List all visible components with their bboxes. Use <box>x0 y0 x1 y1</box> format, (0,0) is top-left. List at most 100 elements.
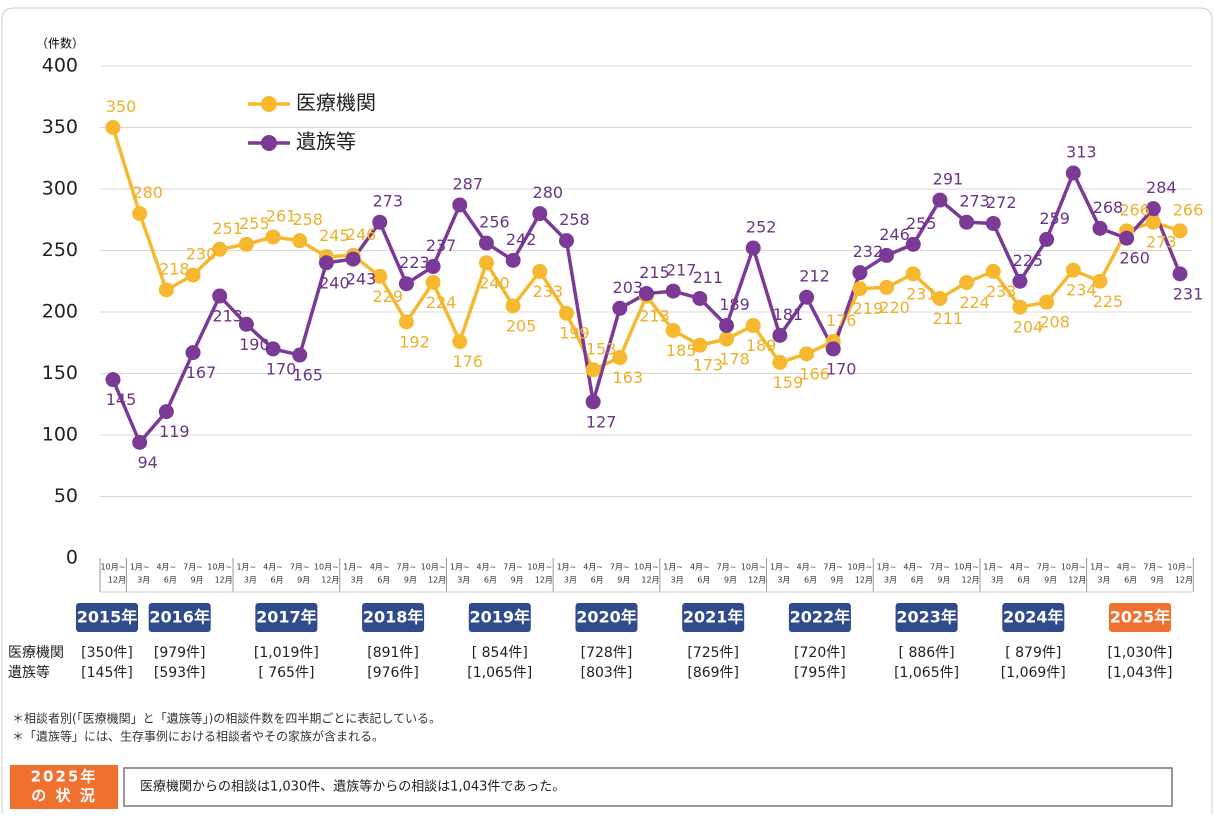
point <box>532 263 548 279</box>
x-tick-label: 10月~ <box>101 563 126 572</box>
x-tick-label: 4月~ <box>903 563 923 572</box>
x-tick-label: 12月 <box>535 576 553 585</box>
point <box>558 233 574 249</box>
point <box>745 240 761 256</box>
data-label: 220 <box>879 298 910 317</box>
data-label: 219 <box>853 299 884 318</box>
point <box>265 341 281 357</box>
point <box>478 235 494 251</box>
data-label: 237 <box>426 236 457 255</box>
year-total: [728件] <box>581 645 633 661</box>
point <box>505 252 521 268</box>
x-tick-label: 1月~ <box>770 563 790 572</box>
point <box>185 267 201 283</box>
data-label: 211 <box>693 268 724 287</box>
point <box>1039 294 1055 310</box>
data-label: 252 <box>746 218 777 237</box>
year-total: [720件] <box>794 645 846 661</box>
year-label: 2016年 <box>149 608 210 627</box>
x-tick-label: 1月~ <box>343 563 363 572</box>
year-total: [1,065件] <box>467 665 532 681</box>
year-label: 2019年 <box>470 608 531 627</box>
data-label: 258 <box>559 210 590 229</box>
x-tick-label: 9月 <box>831 576 844 585</box>
data-label: 223 <box>399 253 430 272</box>
data-label: 213 <box>212 307 243 326</box>
x-tick-label: 6月 <box>164 576 177 585</box>
year-label: 2018年 <box>363 608 424 627</box>
data-label: 203 <box>613 278 644 297</box>
point <box>1012 273 1028 289</box>
x-tick-label: 7月~ <box>503 563 523 572</box>
point <box>665 322 681 338</box>
point <box>425 274 441 290</box>
point <box>505 298 521 314</box>
year-badge <box>76 603 138 632</box>
x-tick-label: 1月~ <box>450 563 470 572</box>
data-label: 192 <box>399 332 430 351</box>
point <box>585 362 601 378</box>
data-label: 213 <box>639 307 670 326</box>
data-label: 256 <box>479 213 510 232</box>
point <box>238 316 254 332</box>
point <box>612 350 628 366</box>
x-tick-label: 3月 <box>671 576 684 585</box>
status-label: 2025年 <box>31 768 98 786</box>
data-label: 240 <box>319 273 350 292</box>
x-tick-label: 10月~ <box>421 563 446 572</box>
year-total: [ 854件] <box>472 645 528 661</box>
data-label: 163 <box>613 368 644 387</box>
data-label: 255 <box>906 214 937 233</box>
data-label: 199 <box>559 324 590 343</box>
x-tick-label: 3月 <box>991 576 1004 585</box>
point <box>105 120 121 135</box>
data-label: 259 <box>1039 209 1070 228</box>
year-label: 2023年 <box>896 608 957 627</box>
point <box>452 334 468 350</box>
x-tick-label: 3月 <box>777 576 790 585</box>
year-total: [979件] <box>154 645 206 661</box>
x-tick-label: 9月 <box>724 576 737 585</box>
legend-label: 遺族等 <box>296 130 356 154</box>
point <box>719 331 735 347</box>
x-tick-label: 6月 <box>271 576 284 585</box>
point <box>905 266 921 282</box>
data-label: 176 <box>826 311 857 330</box>
data-label: 190 <box>239 335 270 354</box>
x-tick-label: 4月~ <box>690 563 710 572</box>
point <box>665 283 681 299</box>
data-label: 181 <box>773 305 804 324</box>
x-tick-label: 7月~ <box>610 563 630 572</box>
row-label: 遺族等 <box>8 664 50 681</box>
point <box>292 347 308 363</box>
legend-marker <box>261 96 277 112</box>
x-tick-label: 3月 <box>244 576 257 585</box>
year-badge <box>255 603 318 632</box>
data-label: 173 <box>693 356 724 375</box>
x-tick-label: 9月 <box>297 576 310 585</box>
point <box>772 354 788 370</box>
point <box>1145 201 1161 217</box>
data-label: 273 <box>959 192 990 211</box>
point <box>612 300 628 316</box>
year-total: [593件] <box>154 665 206 681</box>
x-tick-label: 6月 <box>1017 576 1030 585</box>
x-tick-label: 9月 <box>511 576 524 585</box>
y-tick-label: 300 <box>42 178 78 200</box>
x-tick-label: 7月~ <box>1143 563 1163 572</box>
data-label: 260 <box>1119 249 1150 268</box>
x-tick-label: 4月~ <box>1117 563 1137 572</box>
x-tick-label: 3月 <box>351 576 364 585</box>
x-tick-label: 10月~ <box>954 563 979 572</box>
legend-label: 医療機関 <box>296 91 376 115</box>
x-tick-label: 3月 <box>137 576 150 585</box>
data-label: 205 <box>506 316 537 335</box>
point <box>478 255 494 271</box>
x-tick-label: 6月 <box>911 576 924 585</box>
point <box>639 286 654 302</box>
data-label: 217 <box>666 261 697 280</box>
year-label: 2022年 <box>790 608 851 627</box>
y-axis-label: （件数） <box>36 36 84 51</box>
point <box>1039 231 1055 247</box>
data-label: 287 <box>453 174 484 193</box>
